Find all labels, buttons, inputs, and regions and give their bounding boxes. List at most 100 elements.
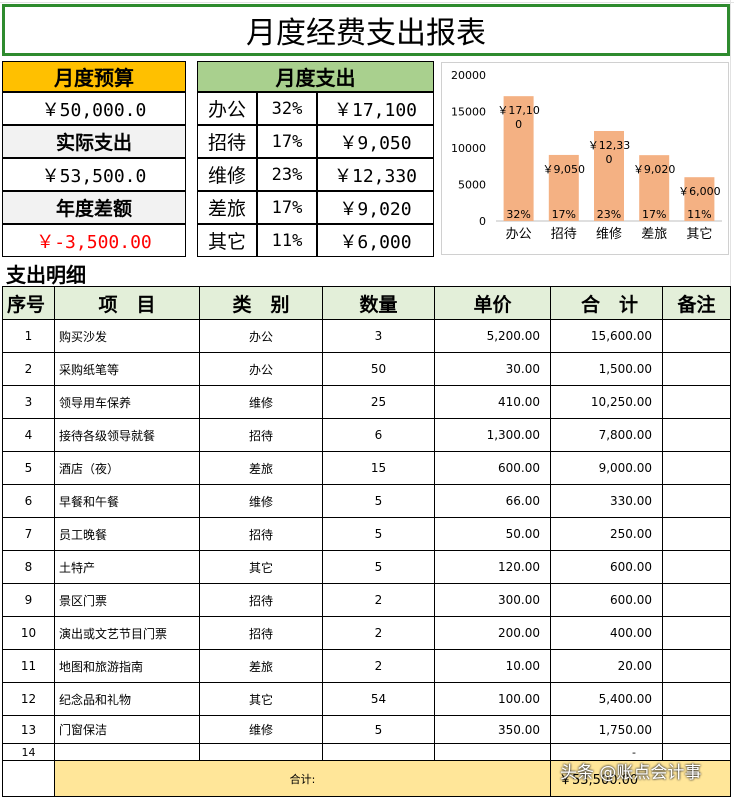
row-total-cell[interactable]: 15,600.00: [550, 319, 663, 353]
row-item-cell[interactable]: 早餐和午餐: [54, 484, 200, 518]
row-note-cell[interactable]: [662, 319, 731, 353]
actual-spend-label[interactable]: 实际支出: [2, 125, 186, 158]
monthly-amount-cell[interactable]: ￥9,050: [317, 125, 434, 158]
header-total[interactable]: 合 计: [550, 286, 663, 320]
monthly-pct-cell[interactable]: 32%: [257, 92, 317, 125]
header-quantity[interactable]: 数量: [322, 286, 435, 320]
row-item-cell[interactable]: 纪念品和礼物: [54, 682, 200, 716]
row-category-cell[interactable]: 办公: [199, 352, 323, 386]
row-quantity-cell[interactable]: 6: [322, 418, 435, 452]
row-note-cell[interactable]: [662, 583, 731, 617]
row-unit-price-cell[interactable]: 100.00: [434, 682, 551, 716]
row-index-cell[interactable]: 10: [2, 616, 55, 650]
row-total-cell[interactable]: 330.00: [550, 484, 663, 518]
row-item-cell[interactable]: 景区门票: [54, 583, 200, 617]
row-item-cell[interactable]: 门窗保洁: [54, 715, 200, 744]
row-unit-price-cell[interactable]: 50.00: [434, 517, 551, 551]
row-total-cell[interactable]: 9,000.00: [550, 451, 663, 485]
row-quantity-cell[interactable]: 2: [322, 649, 435, 683]
row-total-cell[interactable]: 1,500.00: [550, 352, 663, 386]
row-index-cell[interactable]: 11: [2, 649, 55, 683]
row-quantity-cell[interactable]: 50: [322, 352, 435, 386]
row-category-cell[interactable]: 其它: [199, 682, 323, 716]
row-unit-price-cell[interactable]: 120.00: [434, 550, 551, 584]
row-unit-price-cell[interactable]: [434, 743, 551, 761]
row-item-cell[interactable]: 购买沙发: [54, 319, 200, 353]
row-note-cell[interactable]: [662, 682, 731, 716]
row-item-cell[interactable]: 土特产: [54, 550, 200, 584]
row-unit-price-cell[interactable]: 30.00: [434, 352, 551, 386]
row-quantity-cell[interactable]: 54: [322, 682, 435, 716]
monthly-pct-cell[interactable]: 23%: [257, 158, 317, 191]
budget-value[interactable]: ￥50,000.0: [2, 92, 186, 125]
row-quantity-cell[interactable]: 5: [322, 484, 435, 518]
row-category-cell[interactable]: 差旅: [199, 451, 323, 485]
monthly-amount-cell[interactable]: ￥6,000: [317, 224, 434, 257]
row-total-cell[interactable]: 10,250.00: [550, 385, 663, 419]
total-label-cell[interactable]: 合计:: [54, 760, 551, 797]
row-quantity-cell[interactable]: 5: [322, 715, 435, 744]
row-category-cell[interactable]: [199, 743, 323, 761]
header-unit-price[interactable]: 单价: [434, 286, 551, 320]
monthly-amount-cell[interactable]: ￥12,330: [317, 158, 434, 191]
monthly-pct-cell[interactable]: 17%: [257, 191, 317, 224]
row-unit-price-cell[interactable]: 1,300.00: [434, 418, 551, 452]
row-index-cell[interactable]: 4: [2, 418, 55, 452]
row-quantity-cell[interactable]: 25: [322, 385, 435, 419]
row-unit-price-cell[interactable]: 300.00: [434, 583, 551, 617]
row-total-cell[interactable]: 5,400.00: [550, 682, 663, 716]
monthly-amount-cell[interactable]: ￥17,100: [317, 92, 434, 125]
row-item-cell[interactable]: 员工晚餐: [54, 517, 200, 551]
row-index-cell[interactable]: 5: [2, 451, 55, 485]
report-title[interactable]: 月度经费支出报表: [2, 4, 730, 56]
row-note-cell[interactable]: [662, 616, 731, 650]
row-note-cell[interactable]: [662, 550, 731, 584]
row-total-cell[interactable]: 20.00: [550, 649, 663, 683]
monthly-amount-cell[interactable]: ￥9,020: [317, 191, 434, 224]
row-quantity-cell[interactable]: 15: [322, 451, 435, 485]
row-note-cell[interactable]: [662, 517, 731, 551]
row-unit-price-cell[interactable]: 600.00: [434, 451, 551, 485]
row-note-cell[interactable]: [662, 715, 731, 744]
row-index-cell[interactable]: 7: [2, 517, 55, 551]
row-note-cell[interactable]: [662, 385, 731, 419]
row-category-cell[interactable]: 招待: [199, 517, 323, 551]
row-note-cell[interactable]: [662, 484, 731, 518]
row-category-cell[interactable]: 招待: [199, 616, 323, 650]
row-total-cell[interactable]: 7,800.00: [550, 418, 663, 452]
annual-diff-value[interactable]: ￥-3,500.00: [2, 224, 186, 257]
row-total-cell[interactable]: 250.00: [550, 517, 663, 551]
budget-header[interactable]: 月度预算: [2, 61, 186, 92]
row-total-cell[interactable]: 600.00: [550, 583, 663, 617]
row-total-cell[interactable]: 400.00: [550, 616, 663, 650]
row-category-cell[interactable]: 其它: [199, 550, 323, 584]
row-total-cell[interactable]: 600.00: [550, 550, 663, 584]
row-index-cell[interactable]: 12: [2, 682, 55, 716]
row-index-cell[interactable]: 3: [2, 385, 55, 419]
row-category-cell[interactable]: 招待: [199, 583, 323, 617]
row-total-cell[interactable]: 1,750.00: [550, 715, 663, 744]
monthly-cat-cell[interactable]: 差旅: [197, 191, 257, 224]
monthly-pct-cell[interactable]: 17%: [257, 125, 317, 158]
row-category-cell[interactable]: 差旅: [199, 649, 323, 683]
row-category-cell[interactable]: 维修: [199, 385, 323, 419]
row-index-cell[interactable]: 2: [2, 352, 55, 386]
monthly-cat-cell[interactable]: 维修: [197, 158, 257, 191]
monthly-cat-cell[interactable]: 办公: [197, 92, 257, 125]
row-index-cell[interactable]: 13: [2, 715, 55, 744]
row-category-cell[interactable]: 维修: [199, 715, 323, 744]
monthly-cat-cell[interactable]: 其它: [197, 224, 257, 257]
row-item-cell[interactable]: [54, 743, 200, 761]
row-item-cell[interactable]: 地图和旅游指南: [54, 649, 200, 683]
header-item[interactable]: 项 目: [54, 286, 200, 320]
row-unit-price-cell[interactable]: 66.00: [434, 484, 551, 518]
row-unit-price-cell[interactable]: 200.00: [434, 616, 551, 650]
expense-chart[interactable]: 0 5000 10000 15000 20000 ￥17,10 0 32% 办公 ￥9,050 17…: [441, 62, 729, 255]
row-item-cell[interactable]: 领导用车保养: [54, 385, 200, 419]
row-index-cell[interactable]: 1: [2, 319, 55, 353]
actual-spend-value[interactable]: ￥53,500.0: [2, 158, 186, 191]
row-unit-price-cell[interactable]: 350.00: [434, 715, 551, 744]
row-quantity-cell[interactable]: 5: [322, 550, 435, 584]
row-item-cell[interactable]: 采购纸笔等: [54, 352, 200, 386]
monthly-header[interactable]: 月度支出: [197, 61, 434, 92]
